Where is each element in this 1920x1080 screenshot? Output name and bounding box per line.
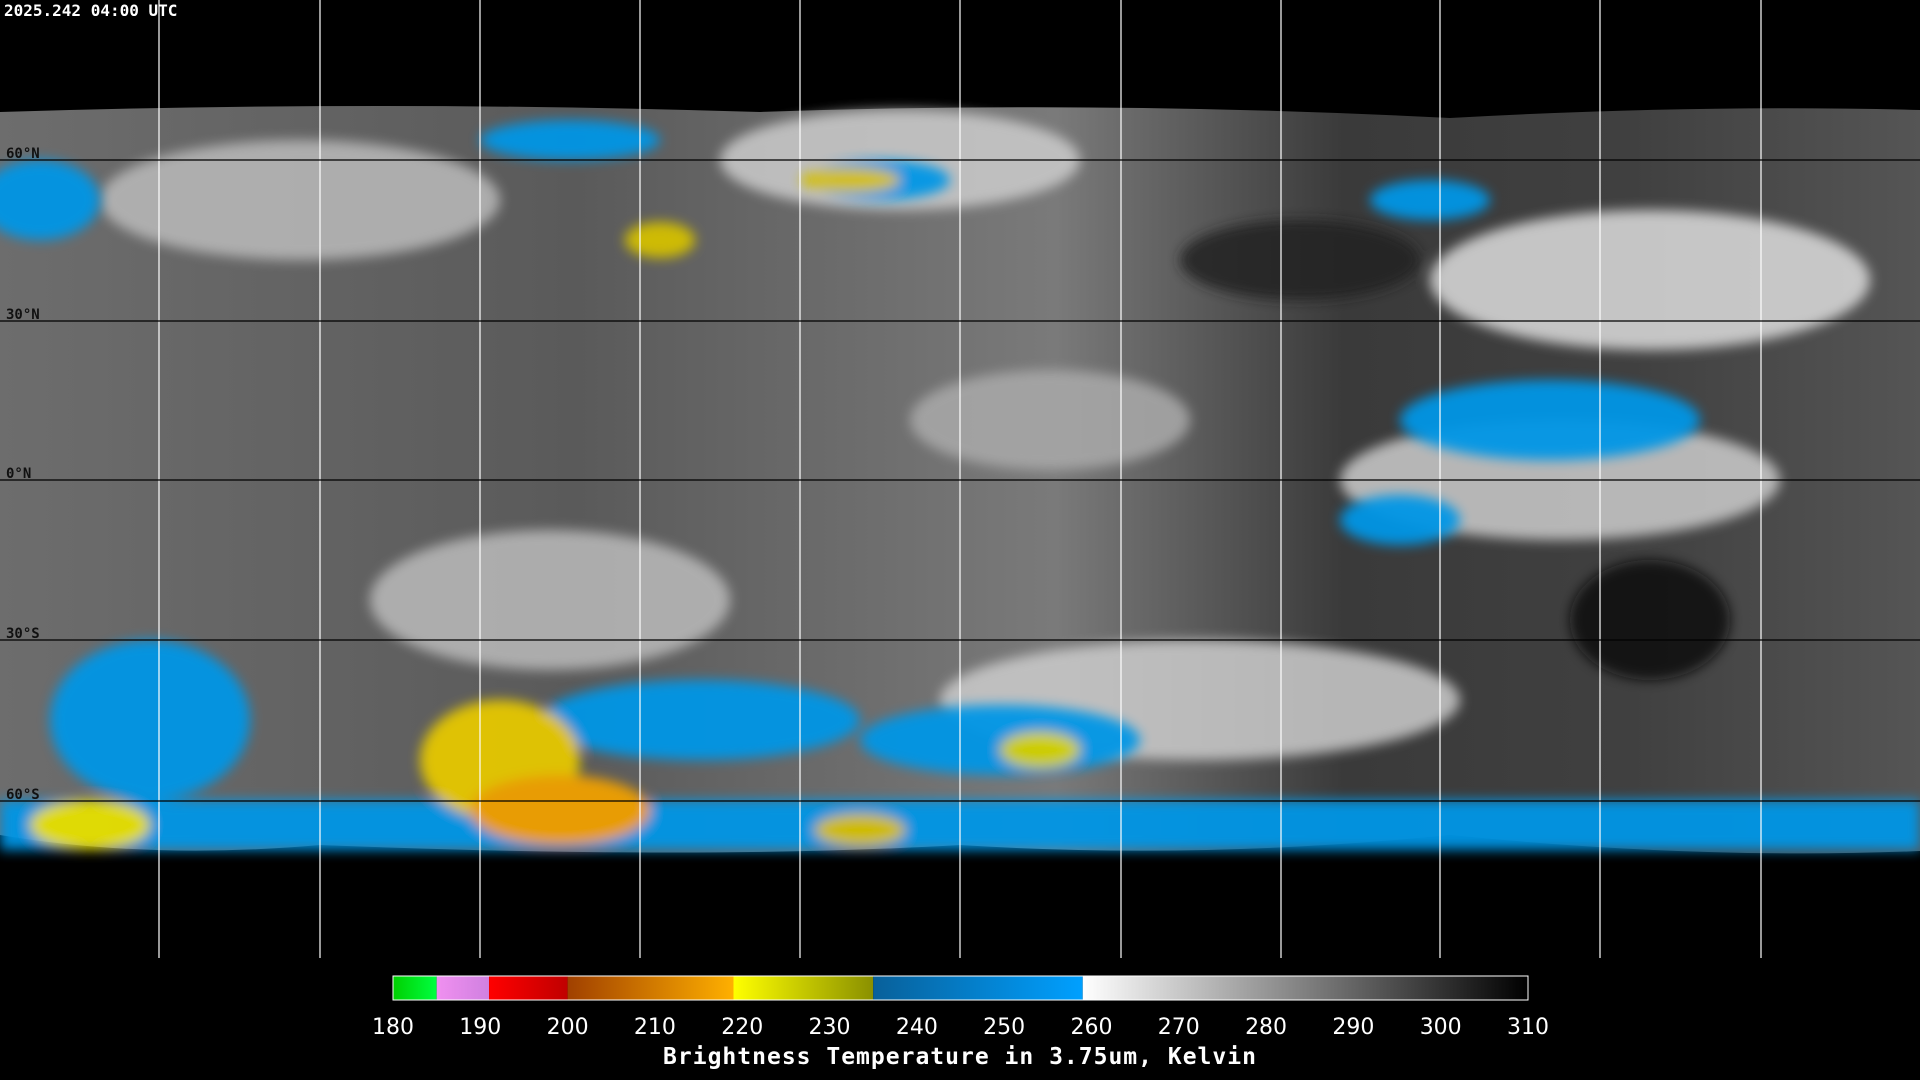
latitude-labels: 60°N 30°N 0°N 30°S 60°S xyxy=(6,146,40,803)
colorbar-tick-label: 220 xyxy=(721,1015,763,1040)
colorbar-segment xyxy=(1082,976,1528,1000)
colorbar-segment xyxy=(393,976,437,1000)
timestamp: 2025.242 04:00 UTC xyxy=(4,1,177,20)
latitude-lines xyxy=(0,159,1920,802)
latitude-label: 30°N xyxy=(6,307,40,323)
colorbar-tick-label: 180 xyxy=(372,1015,414,1040)
colorbar-tick-label: 280 xyxy=(1245,1015,1287,1040)
colorbar-tick-label: 260 xyxy=(1070,1015,1112,1040)
colorbar-segment xyxy=(873,976,1083,1000)
colorbar-tick-label: 300 xyxy=(1420,1015,1462,1040)
colorbar-title: Brightness Temperature in 3.75um, Kelvin xyxy=(663,1044,1257,1070)
colorbar-tick-label: 250 xyxy=(983,1015,1025,1040)
colorbar-tick-label: 210 xyxy=(634,1015,676,1040)
colorbar-segment xyxy=(567,976,734,1000)
colorbar: 180 190 200 210 220 230 240 250 260 270 280 290 300 3… xyxy=(372,975,1549,1040)
colorbar-tick-label: 310 xyxy=(1507,1015,1549,1040)
colorbar-tick-label: 290 xyxy=(1332,1015,1374,1040)
colorbar-tick-label: 200 xyxy=(547,1015,589,1040)
colorbar-tick-label: 240 xyxy=(896,1015,938,1040)
colorbar-tick-label: 270 xyxy=(1158,1015,1200,1040)
colorbar-segment xyxy=(436,976,490,1000)
latitude-label: 60°N xyxy=(6,146,40,162)
latitude-label: 0°N xyxy=(6,466,31,482)
colorbar-tick-label: 190 xyxy=(459,1015,501,1040)
latitude-label: 30°S xyxy=(6,626,40,642)
colorbar-segment xyxy=(489,976,568,1000)
colorbar-tick-label: 230 xyxy=(809,1015,851,1040)
colorbar-border xyxy=(392,975,1529,1001)
latitude-label: 60°S xyxy=(6,787,40,803)
colorbar-segment xyxy=(733,976,874,1000)
